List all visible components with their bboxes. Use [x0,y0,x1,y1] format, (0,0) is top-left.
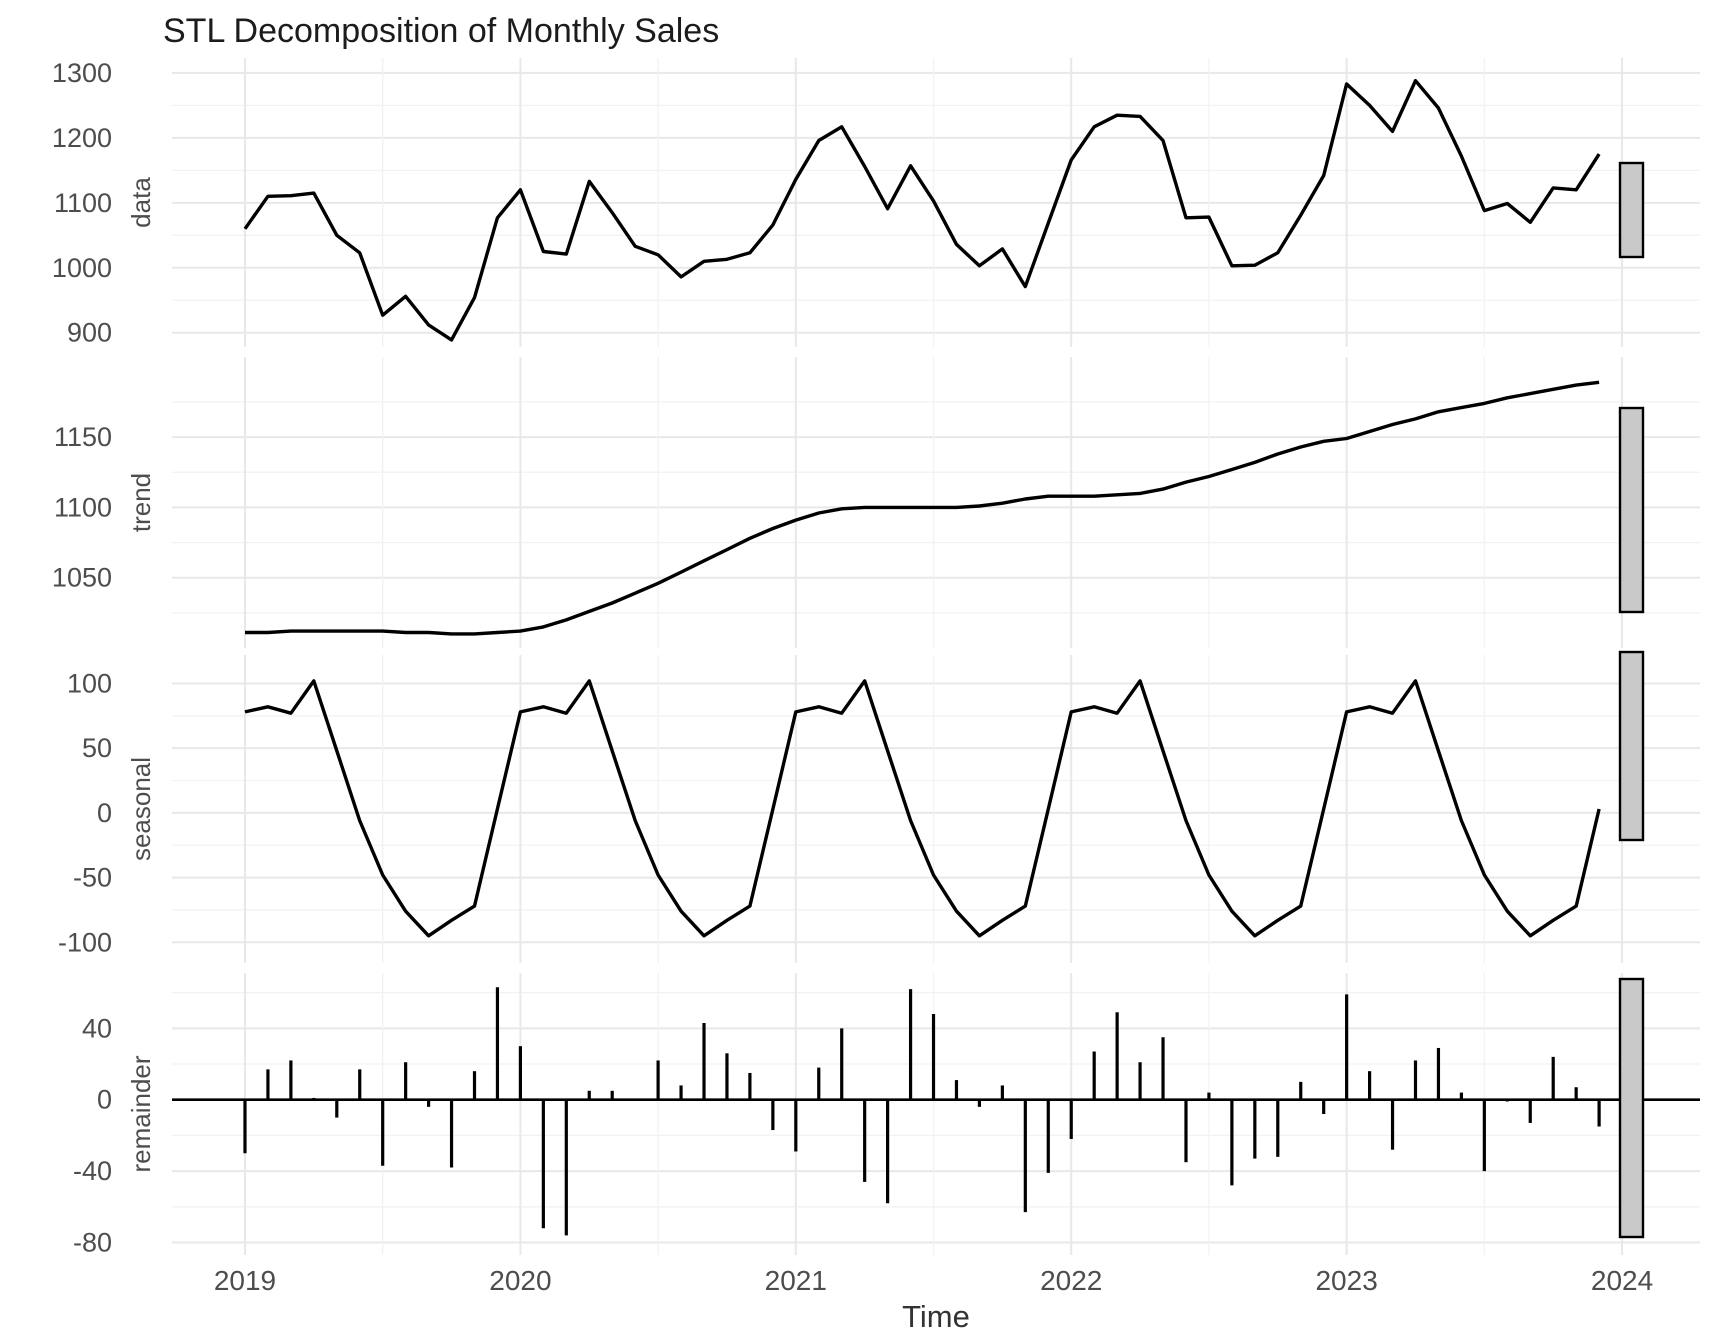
y-tick-label: -80 [73,1228,112,1258]
panel-data: 900 1000 1100 1200 1300 data [52,58,1700,348]
y-tick-label: 40 [82,1013,112,1043]
x-tick-label-2024: 2024 [1591,1265,1653,1296]
y-tick-label: 0 [97,1085,112,1115]
panel-label-seasonal: seasonal [126,757,156,861]
y-tick-label: 0 [97,798,112,828]
x-axis-title: Time [902,1299,970,1334]
seasonal-series-line [244,679,1601,938]
y-tick-label: 900 [67,318,112,348]
panel-remainder: -80 -40 0 40 remainder [73,973,1700,1258]
seasonal-range-bar [1618,650,1645,842]
trend-series-line [245,380,1600,636]
y-tick-label: 1200 [52,123,112,153]
x-tick-label-2019: 2019 [214,1265,276,1296]
x-tick-label-2021: 2021 [765,1265,827,1296]
data-series-line [243,78,1601,342]
y-tick-label: 1150 [54,422,112,452]
x-tick-label-2022: 2022 [1040,1265,1102,1296]
y-tick-label: 100 [67,668,112,698]
x-tick-label-2020: 2020 [489,1265,551,1296]
y-tick-label: 50 [82,733,112,763]
y-tick-label: 1300 [52,58,112,88]
y-tick-label: -40 [73,1156,112,1186]
plot-area: 9001000110012001300data105011001150trend… [52,58,1700,1296]
y-tick-label: 1050 [52,563,112,593]
panel-label-remainder: remainder [126,1055,156,1172]
data-range-bar [1618,161,1645,259]
x-tick-label-2023: 2023 [1315,1265,1377,1296]
panel-label-data: data [126,177,156,228]
remainder-range-bar [1618,977,1645,1239]
y-tick-label: 1100 [54,492,112,522]
y-tick-label: 1100 [54,188,112,218]
y-tick-label: -50 [73,863,112,893]
panel-trend: 1050 1100 1150 trend [52,357,1700,648]
y-tick-label: 1000 [52,253,112,283]
chart-title: STL Decomposition of Monthly Sales [163,12,719,50]
y-tick-label: -100 [58,927,112,957]
panel-seasonal: -100 -50 0 50 100 seasonal [58,650,1700,963]
panel-label-trend: trend [126,473,156,532]
trend-range-bar [1618,406,1645,614]
